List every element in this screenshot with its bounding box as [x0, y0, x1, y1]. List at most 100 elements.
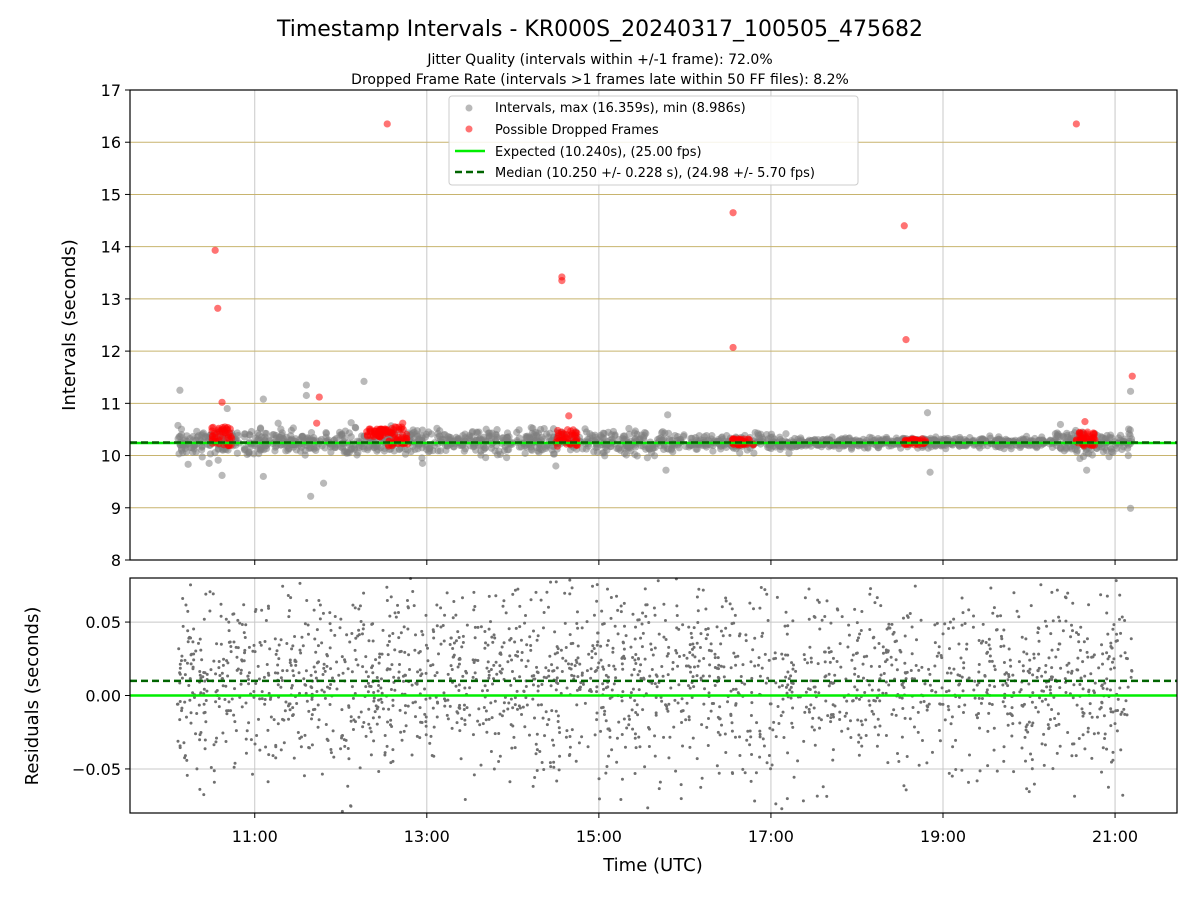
residual-point: [457, 706, 461, 710]
residual-point: [1048, 688, 1052, 692]
residual-point: [736, 654, 740, 658]
residual-point: [187, 684, 191, 688]
residual-point: [547, 674, 551, 678]
residual-point: [790, 681, 794, 685]
residual-point: [960, 596, 964, 600]
residual-point: [514, 626, 518, 630]
interval-point: [1126, 504, 1135, 512]
residual-point: [200, 658, 204, 662]
residual-point: [829, 713, 833, 717]
residual-point: [450, 668, 454, 672]
residual-point: [992, 664, 996, 668]
dropped-frame-point: [1090, 430, 1098, 438]
residual-point: [855, 688, 859, 692]
residual-point: [369, 753, 373, 757]
residual-point: [489, 749, 493, 753]
residual-point: [947, 771, 951, 775]
residual-point: [424, 720, 428, 724]
residual-point: [253, 742, 257, 746]
residual-point: [280, 679, 284, 683]
residual-point: [509, 637, 513, 641]
residual-point: [511, 724, 515, 728]
residual-point: [823, 650, 827, 654]
residual-point: [1025, 787, 1029, 791]
residual-point: [780, 807, 784, 811]
residual-point: [279, 676, 283, 680]
residual-point: [539, 598, 543, 602]
residual-point: [637, 735, 641, 739]
interval-point: [194, 432, 203, 440]
residual-point: [1021, 664, 1025, 668]
interval-point: [604, 428, 612, 436]
residual-point: [722, 675, 726, 679]
residual-point: [726, 700, 730, 704]
residual-point: [208, 609, 212, 613]
residual-point: [718, 717, 722, 721]
residual-point: [314, 670, 318, 674]
residual-point: [817, 716, 821, 720]
residual-point: [809, 679, 813, 683]
residual-point: [257, 677, 261, 681]
residual-point: [362, 591, 366, 595]
residual-point: [933, 623, 937, 627]
residual-point: [559, 648, 563, 652]
residual-point: [925, 708, 929, 712]
residual-point: [298, 648, 302, 652]
residual-point: [498, 670, 502, 674]
residual-point: [1070, 742, 1074, 746]
residual-point: [266, 604, 270, 608]
residual-point: [557, 768, 561, 772]
residual-point: [309, 685, 313, 689]
interval-point: [926, 468, 934, 476]
residual-point: [176, 739, 180, 743]
dropped-frame-point: [392, 423, 400, 432]
residual-point: [1092, 732, 1096, 736]
residual-point: [461, 674, 465, 678]
residual-point: [493, 636, 497, 640]
interval-point: [529, 424, 537, 433]
residual-point: [1032, 652, 1036, 656]
residual-point: [975, 713, 979, 717]
residual-point: [696, 664, 700, 668]
residual-point: [870, 688, 874, 692]
residual-point: [783, 624, 787, 628]
residual-point: [825, 599, 829, 603]
residual-point: [786, 670, 790, 674]
residual-point: [473, 604, 477, 608]
residual-point: [1012, 770, 1016, 774]
residual-point: [857, 740, 861, 744]
residual-point: [775, 595, 779, 599]
residual-point: [1079, 676, 1083, 680]
residual-point: [483, 684, 487, 688]
residual-point: [881, 651, 885, 655]
residual-point: [677, 683, 681, 687]
residual-point: [286, 704, 290, 708]
residual-point: [435, 671, 439, 675]
residual-point: [279, 685, 283, 689]
residual-point: [209, 668, 213, 672]
residual-point: [559, 691, 563, 695]
residual-point: [407, 653, 411, 657]
residual-point: [379, 677, 383, 681]
residual-point: [835, 607, 839, 611]
residual-point: [304, 683, 308, 687]
residual-point: [886, 761, 890, 765]
residual-point: [233, 761, 237, 765]
residual-point: [808, 645, 812, 649]
residual-point: [784, 610, 788, 614]
residual-point: [532, 629, 536, 633]
residual-point: [489, 701, 493, 705]
residual-point: [884, 650, 888, 654]
residual-point: [768, 726, 772, 730]
residual-point: [829, 621, 833, 625]
residual-point: [758, 606, 762, 610]
intervals-y-tick-label: 15: [101, 185, 121, 204]
residual-point: [680, 697, 684, 701]
residual-point: [295, 701, 299, 705]
residual-point: [239, 668, 243, 672]
residual-point: [1129, 637, 1133, 641]
residual-point: [961, 689, 965, 693]
dropped-frame-point: [387, 428, 395, 437]
residual-point: [247, 645, 251, 649]
